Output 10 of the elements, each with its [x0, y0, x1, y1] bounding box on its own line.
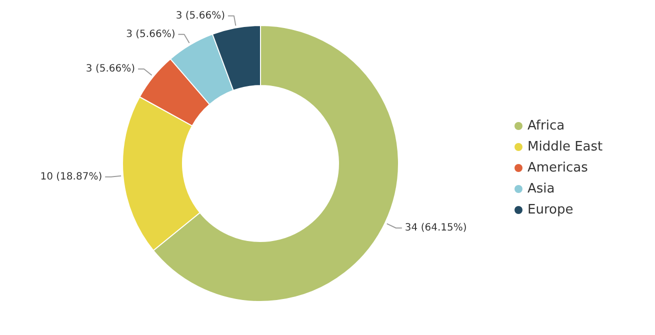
legend-label: Africa — [528, 118, 565, 134]
data-label: 3 (5.66%) — [126, 28, 176, 40]
legend-label: Asia — [528, 182, 555, 196]
data-label: 3 (5.66%) — [86, 63, 136, 74]
data-label: 34 (64.15%) — [404, 222, 467, 234]
legend-label: Middle East — [528, 140, 603, 154]
data-label: 3 (5.66%) — [176, 10, 226, 22]
legend-label: Americas — [528, 160, 588, 176]
data-label: 10 (18.87%) — [40, 171, 102, 182]
legend-label: Europe — [528, 202, 574, 218]
